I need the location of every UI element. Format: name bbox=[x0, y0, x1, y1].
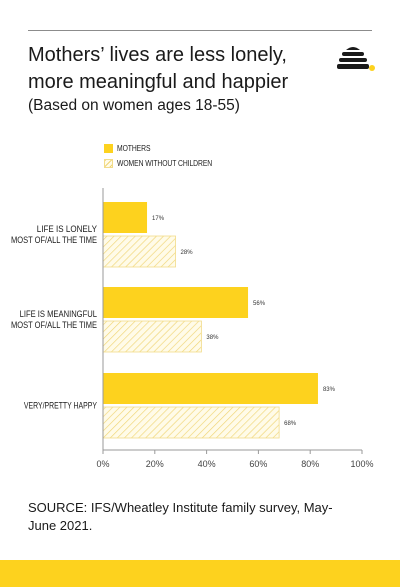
legend-item-women-without-children: WOMEN WITHOUT CHILDREN bbox=[104, 157, 229, 170]
data-label-women-without-children-0: 28% bbox=[181, 250, 194, 256]
legend-label-women-without-children: WOMEN WITHOUT CHILDREN bbox=[117, 159, 213, 168]
chart-subtitle: (Based on women ages 18-55) bbox=[28, 97, 240, 114]
x-tick-label-4: 80% bbox=[301, 459, 319, 469]
x-tick-label-1: 20% bbox=[146, 459, 164, 469]
data-label-mothers-2: 83% bbox=[323, 387, 336, 393]
chart-title: Mothers’ lives are less lonely, more mea… bbox=[28, 44, 289, 93]
legend-swatch-mothers bbox=[104, 144, 113, 153]
x-tick-label-5: 100% bbox=[350, 459, 373, 469]
category-label-0-0: LIFE IS LONELY bbox=[37, 224, 97, 234]
bar-women-without-children-2 bbox=[102, 406, 280, 439]
data-label-mothers-1: 56% bbox=[253, 301, 266, 307]
data-label-mothers-0: 17% bbox=[152, 216, 165, 222]
bottom-accent-band bbox=[0, 560, 400, 587]
bar-women-without-children-0 bbox=[102, 235, 176, 268]
beehive-logo-icon bbox=[337, 47, 375, 71]
x-tick-label-2: 40% bbox=[198, 459, 216, 469]
legend-swatch-women-without-children bbox=[104, 159, 113, 168]
legend-label-mothers: MOTHERS bbox=[117, 144, 151, 153]
category-label-0-1: MOST OF/ALL THE TIME bbox=[11, 235, 97, 245]
bar-women-without-children-1 bbox=[102, 320, 202, 353]
bar-mothers-1 bbox=[103, 287, 249, 318]
data-label-women-without-children-2: 68% bbox=[284, 421, 297, 427]
legend-item-mothers: MOTHERS bbox=[104, 142, 229, 155]
category-label-1-1: MOST OF/ALL THE TIME bbox=[11, 320, 97, 330]
top-divider bbox=[28, 30, 372, 31]
source-note: SOURCE: IFS/Wheatley Institute family su… bbox=[28, 500, 333, 533]
bar-mothers-2 bbox=[103, 373, 318, 404]
category-label-2-0: VERY/PRETTY HAPPY bbox=[24, 401, 97, 411]
chart-legend: MOTHERS WOMEN WITHOUT CHILDREN bbox=[104, 142, 229, 172]
data-label-women-without-children-1: 38% bbox=[206, 335, 219, 341]
category-label-1-0: LIFE IS MEANINGFUL bbox=[20, 309, 97, 319]
x-tick-label-3: 60% bbox=[249, 459, 267, 469]
x-tick-label-0: 0% bbox=[96, 459, 109, 469]
bar-mothers-0 bbox=[103, 202, 148, 233]
